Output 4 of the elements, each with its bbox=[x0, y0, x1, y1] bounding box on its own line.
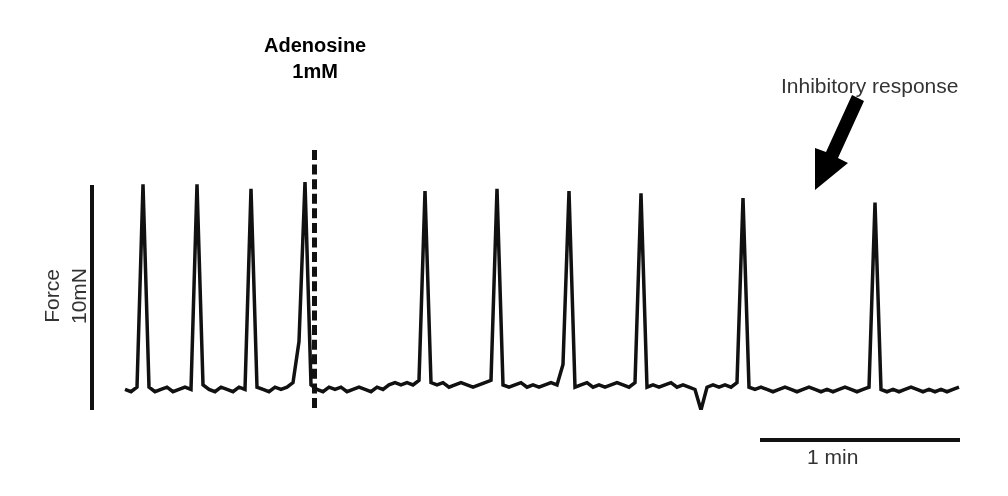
y-axis-title: Force 10mN bbox=[40, 267, 91, 324]
text: Inhibitory response bbox=[781, 74, 959, 97]
text: Adenosine 1mM bbox=[264, 34, 367, 82]
text: 1 min bbox=[807, 445, 859, 468]
